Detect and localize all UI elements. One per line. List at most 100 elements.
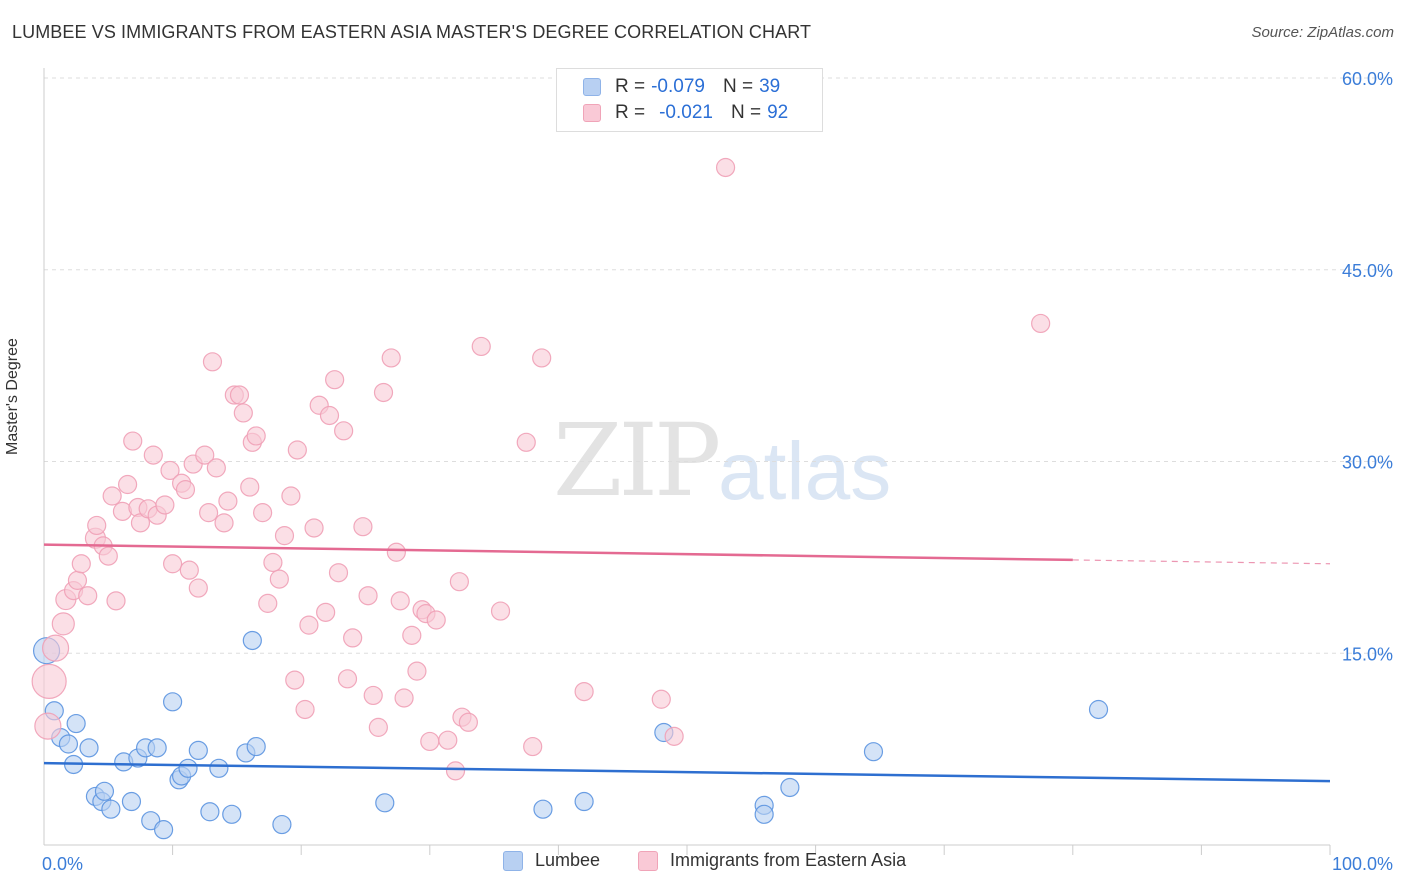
point-immigrants (407, 661, 427, 681)
point-immigrants (1031, 313, 1051, 334)
point-immigrants (106, 591, 126, 611)
point-lumbee (209, 758, 229, 778)
x-tick-label: 100.0% (1332, 854, 1393, 874)
legend-r-label: R = (615, 76, 646, 97)
legend-swatch-immigrants (583, 104, 601, 122)
point-immigrants (287, 440, 307, 460)
trendline-immigrants (43, 543, 1073, 562)
point-lumbee (94, 781, 115, 801)
point-immigrants (471, 336, 491, 357)
point-immigrants (143, 445, 163, 465)
point-lumbee (1088, 699, 1109, 720)
point-lumbee (147, 738, 167, 758)
point-lumbee (188, 740, 208, 761)
point-immigrants (458, 712, 478, 732)
series-swatch-immigrants (638, 850, 658, 871)
point-lumbee (153, 820, 174, 840)
point-immigrants (246, 426, 266, 446)
point-lumbee (222, 804, 242, 824)
point-immigrants (319, 405, 340, 426)
x-tick-label: 0.0% (42, 854, 83, 874)
point-immigrants (386, 542, 406, 562)
point-immigrants (233, 403, 253, 423)
series-legend: Lumbee Immigrants from Eastern Asia (0, 850, 1406, 878)
point-immigrants (67, 570, 88, 590)
point-immigrants (420, 731, 440, 752)
point-immigrants (328, 563, 349, 583)
point-immigrants (445, 761, 466, 781)
point-immigrants (523, 736, 543, 757)
point-immigrants (353, 517, 373, 537)
legend-n-label: N = (730, 102, 762, 123)
point-immigrants (31, 663, 67, 699)
point-lumbee (121, 791, 142, 812)
series-label-immigrants: Immigrants from Eastern Asia (670, 850, 907, 870)
trendline-lumbee (43, 761, 1331, 783)
point-immigrants (651, 689, 671, 709)
point-immigrants (102, 486, 122, 506)
legend-swatch-lumbee (583, 78, 601, 96)
watermark-atlas: atlas (718, 426, 892, 517)
point-immigrants (516, 432, 536, 452)
point-immigrants (179, 560, 199, 580)
point-immigrants (299, 615, 319, 635)
point-lumbee (101, 799, 121, 819)
point-immigrants (358, 586, 378, 606)
point-immigrants (71, 554, 91, 574)
point-immigrants (202, 352, 223, 372)
point-immigrants (51, 612, 75, 636)
point-immigrants (160, 460, 180, 481)
point-immigrants (390, 591, 410, 611)
point-immigrants (263, 552, 283, 573)
point-immigrants (394, 688, 414, 708)
series-swatch-lumbee (503, 850, 523, 871)
point-immigrants (574, 681, 594, 702)
point-immigrants (78, 586, 98, 606)
point-immigrants (426, 610, 446, 630)
point-lumbee (375, 793, 395, 813)
point-immigrants (274, 526, 295, 546)
point-immigrants (34, 712, 62, 740)
legend-row-immigrants: R = -0.021 N = 92 (583, 101, 806, 125)
point-immigrants (449, 572, 469, 592)
point-immigrants (269, 569, 289, 589)
y-axis-label: Master's Degree (4, 338, 21, 455)
point-immigrants (285, 670, 305, 690)
trendline-immigrants-extension (1072, 559, 1331, 565)
point-lumbee (574, 791, 594, 812)
point-immigrants (87, 515, 107, 536)
legend-r-label: R = (615, 102, 646, 123)
point-immigrants (304, 518, 324, 538)
series-legend-lumbee: Lumbee (503, 850, 600, 871)
point-immigrants (715, 157, 736, 178)
point-lumbee (58, 734, 79, 754)
point-immigrants (155, 495, 175, 515)
series-label-lumbee: Lumbee (535, 850, 601, 870)
point-immigrants (363, 685, 383, 706)
point-lumbee (246, 736, 266, 757)
point-immigrants (295, 699, 315, 720)
point-immigrants (253, 503, 273, 523)
point-lumbee (79, 738, 99, 758)
point-lumbee (200, 802, 220, 822)
point-lumbee (66, 713, 86, 734)
point-immigrants (438, 730, 458, 750)
point-immigrants (402, 625, 422, 645)
point-immigrants (98, 546, 118, 566)
y-tick-label: 60.0% (1342, 69, 1393, 89)
watermark-zip: ZIP (553, 402, 721, 519)
point-immigrants (343, 628, 363, 648)
point-immigrants (123, 431, 143, 451)
point-lumbee (272, 814, 292, 835)
point-lumbee (863, 742, 884, 762)
point-immigrants (368, 717, 388, 737)
point-lumbee (754, 804, 774, 824)
point-immigrants (240, 477, 260, 497)
point-lumbee (533, 799, 553, 819)
legend-r-value: -0.079 (651, 76, 705, 97)
point-immigrants (316, 602, 336, 622)
point-immigrants (325, 370, 345, 390)
y-tick-label: 45.0% (1342, 261, 1393, 281)
legend-n-label: N = (722, 76, 754, 97)
